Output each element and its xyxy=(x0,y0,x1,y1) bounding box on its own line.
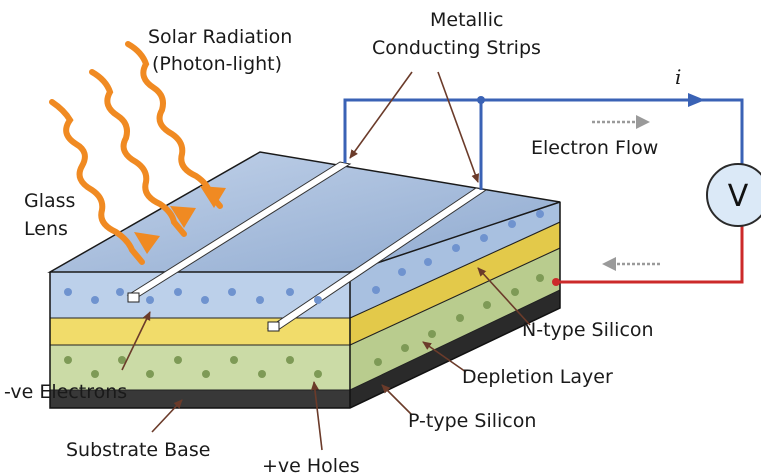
electrons-label: -ve Electrons xyxy=(4,381,127,403)
conducting-strips-label: Conducting Strips xyxy=(372,37,541,59)
current-arrow-icon xyxy=(688,93,705,107)
voltmeter-label: V xyxy=(728,179,749,214)
leader-arrows xyxy=(121,71,531,451)
strip-1-end xyxy=(127,292,140,303)
electron-flow-arrow-left xyxy=(602,257,660,271)
solar-radiation-label: Solar Radiation xyxy=(148,26,292,48)
external-circuit: V xyxy=(343,93,761,286)
glass-label: Glass xyxy=(24,190,75,212)
leader-metallic-2 xyxy=(437,71,480,183)
wire-junction xyxy=(477,96,485,104)
electron-flow-label: Electron Flow xyxy=(531,137,658,159)
leader-metallic-1 xyxy=(349,71,413,159)
negative-terminal xyxy=(552,278,560,286)
leader-p-type xyxy=(381,384,413,416)
electron-dots xyxy=(64,210,544,304)
radiation-wave-3 xyxy=(125,41,223,209)
voltmeter-icon xyxy=(706,163,761,227)
depletion-label: Depletion Layer xyxy=(462,366,613,388)
current-symbol-label: i xyxy=(675,65,681,89)
depletion-front xyxy=(49,317,351,346)
substrate-label: Substrate Base xyxy=(66,439,210,461)
electron-flow-arrow-right xyxy=(592,115,650,129)
solar-cell-slab xyxy=(47,151,561,409)
radiation-arrowheads xyxy=(134,186,226,254)
leader-depletion xyxy=(422,341,467,373)
wire-negative xyxy=(556,225,744,284)
substrate-front xyxy=(50,390,350,408)
photon-light-label: (Photon-light) xyxy=(152,53,282,75)
leader-substrate xyxy=(151,399,183,433)
p-type-label: P-type Silicon xyxy=(408,410,536,432)
substrate-side xyxy=(350,290,560,408)
hole-dots xyxy=(64,274,544,378)
wire-positive xyxy=(343,98,744,165)
radiation-wave-1 xyxy=(49,99,145,265)
n-type-label: N-type Silicon xyxy=(522,319,654,341)
radiation-waves xyxy=(49,41,223,265)
metallic-label: Metallic xyxy=(430,9,503,31)
leader-n-type xyxy=(477,267,531,326)
holes-label: +ve Holes xyxy=(262,455,360,476)
strip-2-end xyxy=(267,321,280,332)
radiation-wave-2 xyxy=(89,69,187,237)
leader-electrons xyxy=(121,311,151,371)
lens-label: Lens xyxy=(24,218,68,240)
leader-holes xyxy=(310,381,323,451)
